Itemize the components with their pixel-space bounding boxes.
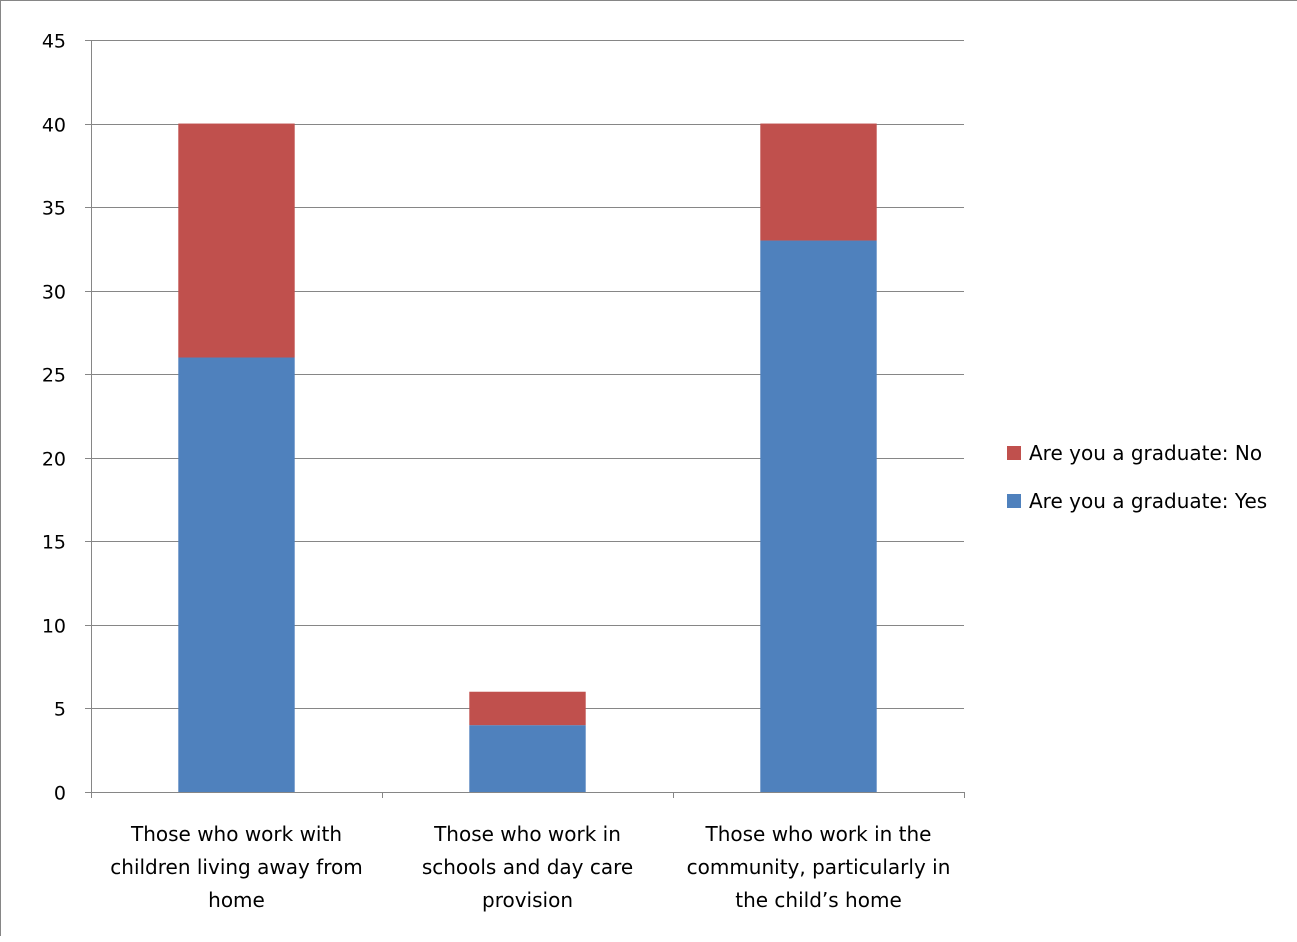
y-tick-label: 0 [54, 783, 66, 805]
y-tick-label: 35 [42, 198, 66, 220]
legend-swatch-yes [1007, 494, 1021, 508]
x-category-label: schools and day care [422, 855, 633, 879]
legend: Are you a graduate: No Are you a graduate… [1007, 441, 1267, 513]
x-category-label: community, particularly in [687, 855, 951, 879]
y-tick-label: 15 [42, 532, 66, 554]
x-axis-category-labels: Those who work with children living away … [110, 822, 950, 912]
axes [85, 40, 965, 798]
legend-label-yes: Are you a graduate: Yes [1029, 489, 1267, 513]
x-category-label: the child’s home [735, 888, 902, 912]
y-axis-tick-labels: 0 5 10 15 20 25 30 35 40 45 [42, 31, 66, 805]
y-tick-label: 10 [42, 616, 66, 638]
bar-segment-yes-0 [178, 357, 295, 792]
bar-segment-no-1 [469, 691, 586, 726]
x-category-label: Those who work in the [704, 822, 931, 846]
bars [178, 123, 877, 793]
y-tick-label: 45 [42, 31, 66, 53]
y-tick-label: 25 [42, 365, 66, 387]
x-category-label: Those who work in [433, 822, 621, 846]
x-category-label: provision [482, 888, 573, 912]
legend-swatch-no [1007, 446, 1021, 460]
bar-segment-no-2 [760, 123, 877, 241]
legend-label-no: Are you a graduate: No [1029, 441, 1262, 465]
y-tick-label: 30 [42, 282, 66, 304]
y-tick-label: 40 [42, 115, 66, 137]
y-tick-label: 5 [54, 699, 66, 721]
x-category-label: home [208, 888, 265, 912]
x-category-label: Those who work with [130, 822, 342, 846]
bar-segment-yes-2 [760, 240, 877, 793]
bar-segment-no-0 [178, 123, 295, 358]
x-category-label: children living away from [110, 855, 362, 879]
y-tick-label: 20 [42, 449, 66, 471]
bar-segment-yes-1 [469, 725, 586, 792]
